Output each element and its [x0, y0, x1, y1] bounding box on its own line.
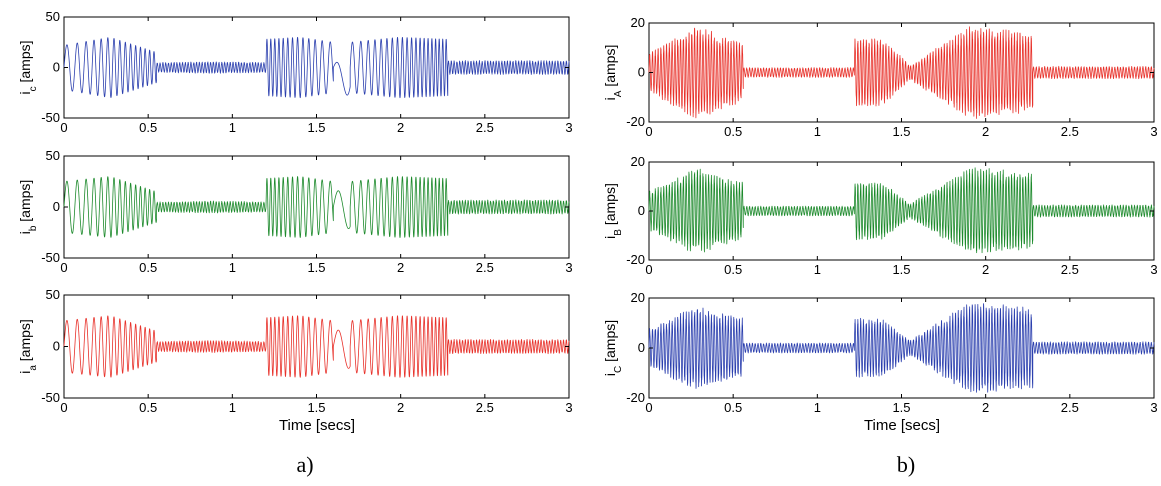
x-tick-label: 1.5 [307, 400, 325, 415]
x-tick-label: 3 [565, 400, 572, 415]
x-tick-label: 2.5 [476, 400, 494, 415]
y-axis-label-a-2: ib [amps] [17, 180, 39, 235]
x-tick-label: 1 [229, 260, 236, 275]
y-tick-label: 0 [638, 203, 645, 218]
x-tick-label: 0.5 [139, 260, 157, 275]
x-tick-label: 1 [814, 124, 821, 139]
x-axis-label-a: Time [secs] [279, 417, 355, 434]
x-tick-label: 0.5 [724, 124, 742, 139]
y-tick-label: -50 [41, 250, 60, 265]
x-tick-label: 1.5 [892, 124, 910, 139]
x-tick-label: 3 [1150, 262, 1157, 277]
x-tick-label: 3 [565, 260, 572, 275]
x-tick-label: 0.5 [139, 120, 157, 135]
y-tick-label: 20 [631, 290, 645, 305]
y-axis-label-b-3: iC [amps] [602, 320, 624, 376]
y-tick-label: 20 [631, 154, 645, 169]
x-tick-label: 1.5 [892, 400, 910, 415]
y-tick-label: -20 [626, 252, 645, 267]
x-tick-label: 0 [60, 400, 67, 415]
signal-line-a-3 [63, 315, 570, 378]
x-tick-label: 0 [645, 400, 652, 415]
signal-line-a-1 [63, 36, 570, 99]
x-tick-label: 2 [397, 260, 404, 275]
x-tick-label: 2 [982, 262, 989, 277]
x-tick-label: 0.5 [724, 400, 742, 415]
x-tick-label: 0.5 [724, 262, 742, 277]
x-axis-label-b: Time [secs] [864, 417, 940, 434]
y-tick-label: 50 [46, 287, 60, 302]
x-tick-label: 3 [565, 120, 572, 135]
x-tick-label: 2.5 [1061, 262, 1079, 277]
x-tick-label: 0 [60, 120, 67, 135]
y-tick-label: 0 [53, 339, 60, 354]
y-tick-label: -50 [41, 110, 60, 125]
signal-line-a-2 [63, 176, 570, 238]
x-tick-label: 1 [814, 262, 821, 277]
x-tick-label: 2 [397, 400, 404, 415]
y-tick-label: -20 [626, 114, 645, 129]
x-tick-label: 1 [229, 400, 236, 415]
x-tick-label: 1.5 [307, 260, 325, 275]
y-axis-label-b-2: iB [amps] [602, 183, 624, 239]
y-tick-label: 50 [46, 9, 60, 24]
x-tick-label: 2.5 [476, 260, 494, 275]
y-axis-label-a-3: ia [amps] [17, 319, 39, 374]
y-tick-label: -20 [626, 390, 645, 405]
signal-line-b-2 [648, 167, 1155, 254]
x-tick-label: 1.5 [307, 120, 325, 135]
x-tick-label: 2 [982, 400, 989, 415]
x-tick-label: 0.5 [139, 400, 157, 415]
x-tick-label: 2 [982, 124, 989, 139]
x-tick-label: 3 [1150, 124, 1157, 139]
y-tick-label: 0 [53, 60, 60, 75]
x-tick-label: 0 [645, 124, 652, 139]
x-tick-label: 2.5 [476, 120, 494, 135]
x-tick-label: 1 [229, 120, 236, 135]
y-tick-label: 0 [53, 199, 60, 214]
x-tick-label: 3 [1150, 400, 1157, 415]
x-tick-label: 2 [397, 120, 404, 135]
signal-line-b-1 [648, 26, 1155, 119]
x-tick-label: 1 [814, 400, 821, 415]
x-tick-label: 1.5 [892, 262, 910, 277]
y-tick-label: 50 [46, 148, 60, 163]
x-tick-label: 0 [60, 260, 67, 275]
caption-b: b) [897, 452, 915, 477]
y-axis-label-a-1: ic [amps] [17, 40, 39, 94]
x-tick-label: 0 [645, 262, 652, 277]
caption-a: a) [296, 452, 313, 477]
y-axis-label-b-1: iA [amps] [602, 45, 624, 101]
y-tick-label: -50 [41, 390, 60, 405]
y-tick-label: 0 [638, 340, 645, 355]
signal-line-b-3 [648, 303, 1155, 393]
x-tick-label: 2.5 [1061, 400, 1079, 415]
x-tick-label: 2.5 [1061, 124, 1079, 139]
y-tick-label: 0 [638, 65, 645, 80]
y-tick-label: 20 [631, 15, 645, 30]
